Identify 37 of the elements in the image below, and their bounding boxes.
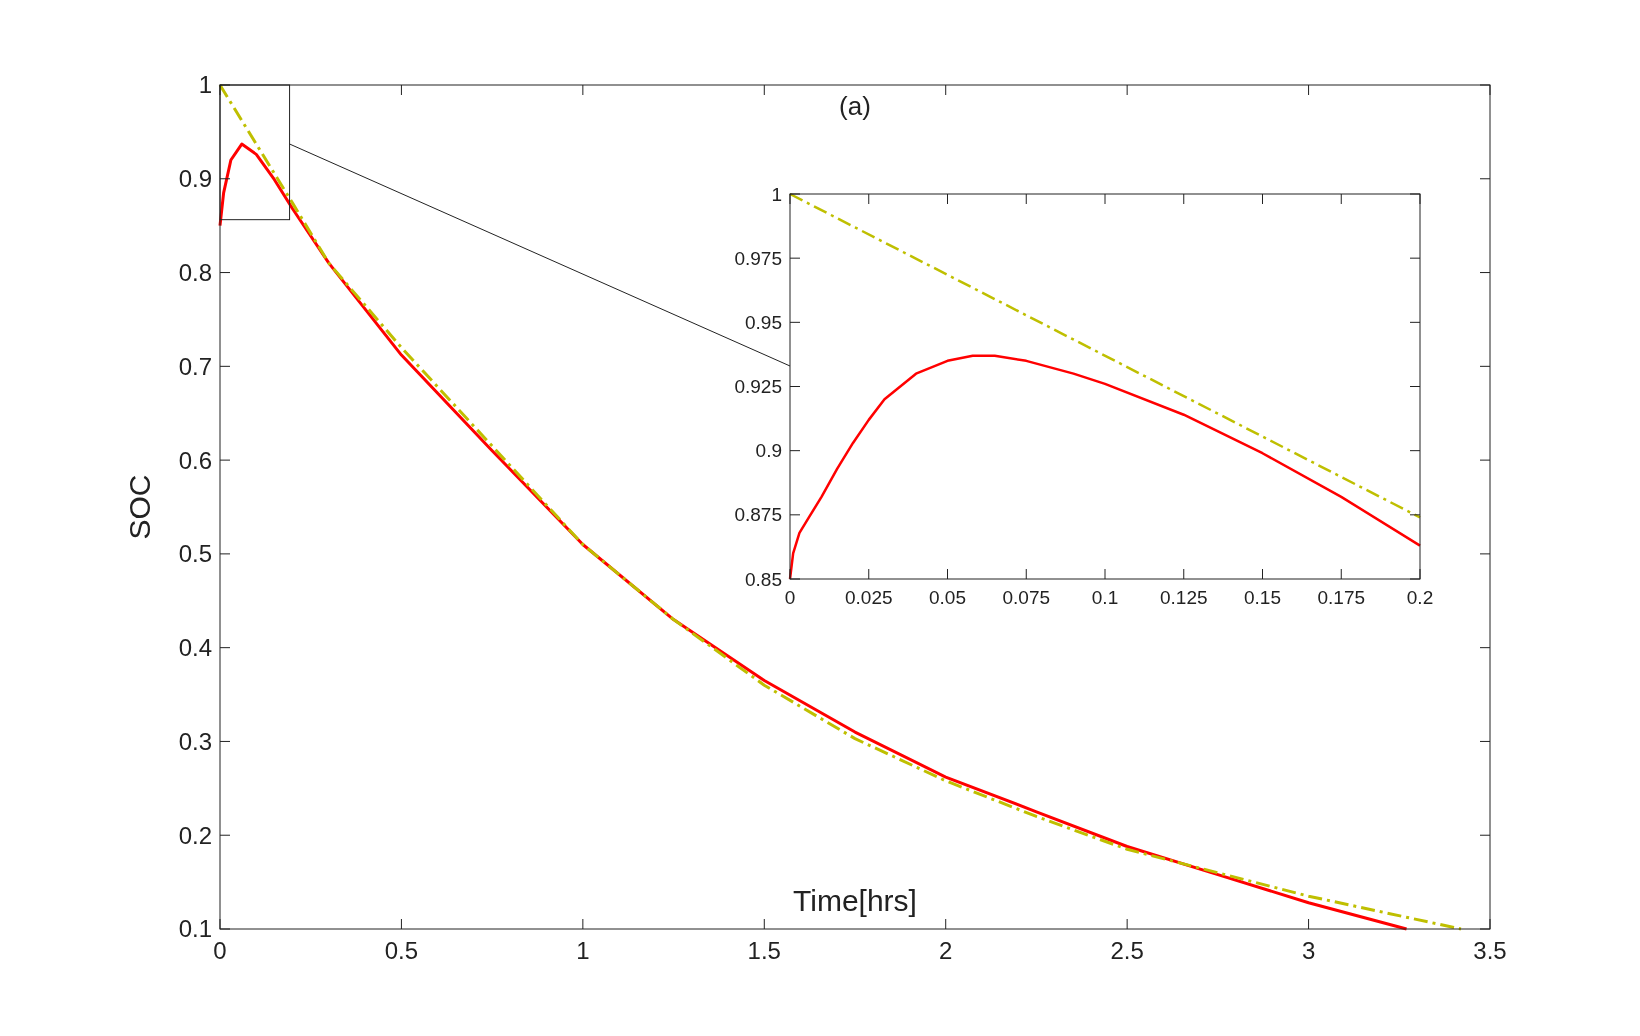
y-tick-label: 0.925 bbox=[734, 376, 782, 398]
x-tick-label: 0.2 bbox=[1406, 587, 1434, 608]
y-tick-label: 0.2 bbox=[178, 821, 212, 849]
y-tick-label: 0.85 bbox=[745, 568, 782, 590]
x-tick-label: 2 bbox=[939, 937, 953, 964]
x-tick-label: 1.5 bbox=[747, 937, 781, 964]
y-tick-label: 0.9 bbox=[755, 440, 782, 462]
y-tick-label: 0.5 bbox=[178, 540, 212, 568]
x-tick-label: 0.5 bbox=[384, 937, 419, 964]
y-tick-label: 0.4 bbox=[178, 634, 212, 662]
y-tick-label: 0.975 bbox=[734, 247, 782, 269]
x-tick-label: 0.05 bbox=[929, 587, 966, 608]
x-axis-title: Time[hrs] bbox=[793, 884, 917, 917]
x-tick-label: 0.075 bbox=[1002, 587, 1051, 608]
x-tick-label: 0.125 bbox=[1159, 587, 1208, 608]
chart-title: (a) bbox=[839, 91, 871, 121]
x-tick-label: 0.15 bbox=[1244, 587, 1281, 608]
y-tick-label: 0.1 bbox=[178, 915, 212, 943]
x-tick-label: 3.5 bbox=[1473, 937, 1507, 964]
y-tick-label: 1 bbox=[771, 183, 782, 205]
y-tick-label: 0.7 bbox=[178, 352, 212, 380]
y-tick-label: 0.8 bbox=[178, 258, 212, 286]
x-tick-label: 0.025 bbox=[844, 587, 893, 608]
x-tick-label: 3 bbox=[1301, 937, 1316, 964]
x-tick-label: 2.5 bbox=[1110, 937, 1144, 964]
y-tick-label: 0.3 bbox=[178, 727, 212, 755]
x-tick-label: 1 bbox=[576, 937, 590, 964]
x-tick-label: 0.175 bbox=[1317, 587, 1366, 608]
y-tick-label: 1 bbox=[198, 71, 212, 99]
y-axis-title: SOC bbox=[123, 474, 156, 540]
x-tick-label: 0 bbox=[784, 587, 796, 608]
x-tick-label: 0 bbox=[213, 937, 227, 964]
y-tick-label: 0.9 bbox=[178, 165, 212, 193]
y-tick-label: 0.6 bbox=[178, 446, 212, 474]
y-tick-label: 0.875 bbox=[734, 504, 782, 526]
x-tick-label: 0.1 bbox=[1091, 587, 1119, 608]
y-tick-label: 0.95 bbox=[745, 311, 782, 333]
